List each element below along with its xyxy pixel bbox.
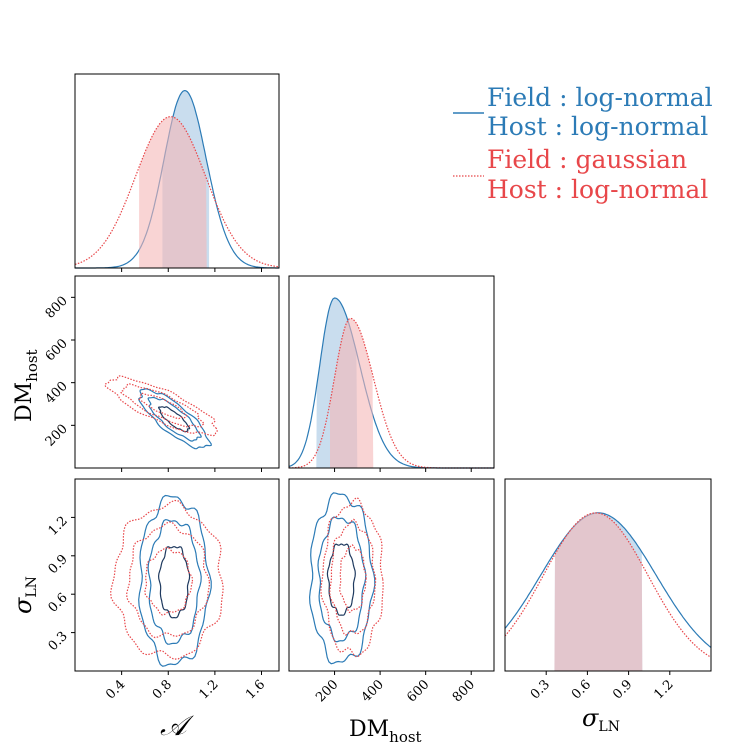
- panel-frame: [288, 478, 495, 672]
- contour-layer: [104, 375, 218, 450]
- marginal-curve: [74, 116, 280, 268]
- contour-level: [329, 518, 377, 636]
- x-tick-label: 600: [404, 677, 432, 705]
- marginal-panel-A: [74, 73, 280, 272]
- y-tick-label: 400: [43, 379, 71, 407]
- panel-frame: [504, 478, 712, 672]
- legend: Field : log-normal Host : log-normal Fie…: [453, 83, 713, 204]
- credible-interval-fill: [554, 512, 643, 671]
- panel-frame: [288, 275, 495, 469]
- credible-interval-fill: [139, 116, 207, 268]
- xlabel-sigma-sub: LN: [598, 719, 620, 735]
- legend-label-1a: Field : log-normal: [487, 83, 713, 112]
- contour-level: [126, 521, 211, 639]
- x-tick-label: 400: [359, 677, 387, 705]
- x-tick-label: 1.2: [651, 677, 676, 702]
- axis-labels: 𝒜 DMhost σLN DMhost σLN: [9, 349, 620, 746]
- y-tick-label: 800: [43, 294, 71, 322]
- contour-level: [147, 396, 202, 442]
- contour-level: [339, 544, 367, 614]
- legend-label-2a: Field : gaussian: [487, 145, 687, 174]
- contour-level: [104, 375, 218, 437]
- y-tick-label: 0.3: [46, 629, 71, 654]
- x-tick-label: 0.9: [610, 677, 635, 702]
- ylabel-sigma: σLN: [9, 576, 40, 614]
- contour-panel-A-sigma: 0.4 0.8 1.2 1.6 0.3 0.6 0.9 1.2: [46, 478, 280, 702]
- y-tick-label: 200: [43, 422, 71, 450]
- contour-panel-A-DM: 200 400 600 800: [43, 275, 280, 472]
- xlabel-A: 𝒜: [160, 709, 194, 742]
- xlabel-DM: DMhost: [349, 717, 422, 746]
- y-tick-label: 1.2: [46, 514, 71, 539]
- credible-interval-fill: [330, 318, 374, 468]
- x-tick-label: 800: [450, 677, 478, 705]
- contour-level: [120, 383, 205, 428]
- contour-level: [109, 499, 224, 660]
- marginal-panel-sigma: 0.3 0.6 0.9 1.2: [504, 478, 712, 702]
- y-tick-label: 0.6: [46, 590, 71, 615]
- xlabel-sigma: σLN: [582, 704, 620, 735]
- x-tick-label: 1.6: [243, 677, 268, 702]
- xlabel-DM-sub: host: [389, 728, 421, 746]
- ylabel-sigma-main: σ: [9, 597, 37, 614]
- contour-layer: [109, 494, 224, 667]
- ylabel-DM-main: DM: [12, 382, 37, 422]
- x-tick-label: 1.2: [196, 677, 221, 702]
- marginal-curve: [504, 512, 712, 658]
- ylabel-DM: DMhost: [12, 349, 41, 422]
- panel-frame: [74, 275, 280, 469]
- contour-level: [138, 388, 212, 450]
- xlabel-sigma-main: σ: [582, 704, 599, 732]
- y-tick-label: 0.9: [46, 552, 71, 577]
- contour-level: [144, 546, 194, 616]
- x-tick-label: 0.6: [569, 677, 594, 702]
- x-tick-label: 0.8: [150, 677, 175, 702]
- x-tick-label: 0.4: [103, 677, 128, 702]
- panel-frame: [74, 478, 280, 672]
- contour-level: [320, 497, 384, 658]
- contour-level: [138, 494, 212, 667]
- legend-label-1b: Host : log-normal: [487, 112, 708, 141]
- legend-label-2b: Host : log-normal: [487, 175, 708, 204]
- panel-frame: [74, 73, 280, 269]
- xlabel-DM-main: DM: [349, 717, 389, 742]
- marginal-curve: [504, 512, 712, 648]
- contour-panel-DM-sigma: 200 400 600 800: [288, 478, 495, 705]
- y-tick-label: 600: [43, 336, 71, 364]
- contour-level: [157, 546, 191, 619]
- contour-level: [317, 516, 367, 643]
- contour-layer: [308, 492, 384, 665]
- marginal-panel-DM: [288, 275, 495, 472]
- x-tick-label: 200: [313, 677, 341, 705]
- x-tick-label: 0.3: [528, 677, 553, 702]
- contour-level: [147, 518, 202, 645]
- ylabel-DM-sub: host: [23, 349, 41, 381]
- ylabel-sigma-sub: LN: [24, 576, 40, 598]
- contour-level: [138, 392, 188, 420]
